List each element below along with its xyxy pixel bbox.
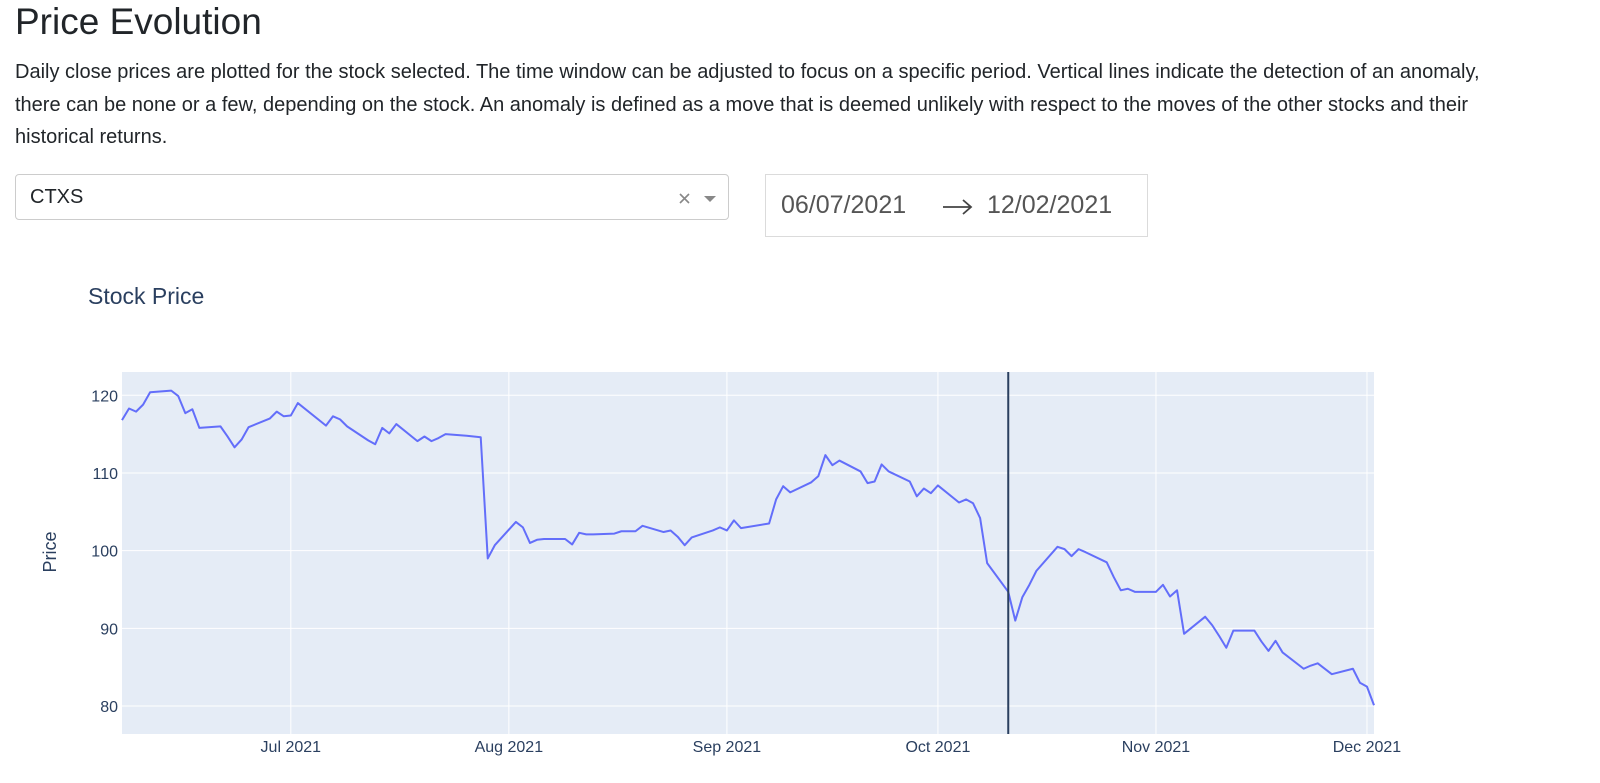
x-tick-label: Nov 2021	[1122, 739, 1191, 756]
range-arrow	[943, 199, 973, 215]
y-tick-label: 110	[92, 466, 118, 483]
y-tick-label: 120	[91, 388, 118, 405]
end-date[interactable]: 12/02/2021	[987, 191, 1113, 219]
clear-icon[interactable]	[679, 193, 690, 204]
y-tick-label: 100	[91, 544, 118, 561]
x-tick-label: Aug 2021	[475, 739, 544, 756]
plot-area	[122, 372, 1374, 734]
dropdown-icons	[679, 193, 716, 204]
y-tick-label: 80	[100, 699, 118, 716]
stock-dropdown[interactable]: CTXS	[15, 174, 729, 220]
page-title: Price Evolution	[15, 1, 262, 42]
y-tick-label: 90	[100, 621, 118, 638]
y-axis-title: Price	[40, 531, 60, 572]
start-date[interactable]: 06/07/2021	[781, 191, 907, 219]
arrow-icon[interactable]	[704, 196, 716, 202]
selected-stock: CTXS	[30, 186, 84, 208]
price-line	[121, 389, 1375, 706]
x-tick-label: Dec 2021	[1333, 739, 1402, 756]
x-tick-label: Oct 2021	[905, 739, 970, 756]
date-range-picker[interactable]: 06/07/2021 12/02/2021	[765, 174, 1148, 237]
chart-title: Stock Price	[88, 283, 204, 309]
x-tick-label: Sep 2021	[693, 739, 762, 756]
x-tick-label: Jul 2021	[261, 739, 322, 756]
chart: Stock Price Price 80 90 100 110 120 Jul 2021 A…	[40, 283, 1402, 756]
description: Daily close prices are plotted for the s…	[15, 61, 1480, 148]
